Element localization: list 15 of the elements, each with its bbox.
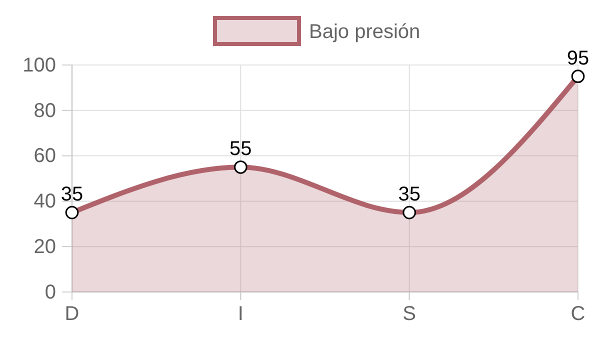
data-label: 95 <box>566 47 590 70</box>
x-tick-label: C <box>570 303 586 326</box>
data-label: 55 <box>230 138 252 160</box>
x-tick-label: S <box>402 303 416 326</box>
legend-label: Bajo presión <box>309 21 420 43</box>
y-tick-label: 40 <box>34 190 56 213</box>
y-tick-label: 80 <box>34 100 56 122</box>
data-label: 35 <box>60 184 84 206</box>
data-label: 35 <box>398 184 420 206</box>
y-tick-label: 20 <box>34 236 56 258</box>
y-tick-label: 0 <box>44 281 56 304</box>
y-tick-label: 100 <box>22 54 56 76</box>
x-tick-label: I <box>238 303 244 326</box>
x-tick-label: D <box>64 303 80 326</box>
y-tick-label: 60 <box>34 145 56 168</box>
